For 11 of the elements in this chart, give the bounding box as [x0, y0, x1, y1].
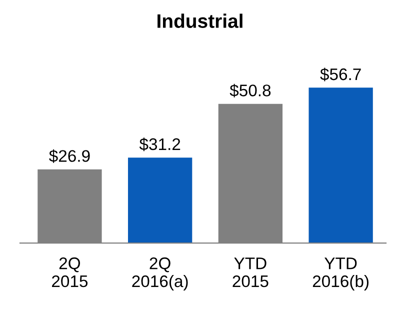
x-tick-label: 2Q 2016(a)	[132, 257, 188, 290]
data-label: $31.2	[139, 138, 180, 152]
x-tick-label: 2Q 2015	[52, 257, 88, 288]
x-tick-label: YTD 2015	[232, 258, 268, 288]
data-label: $50.8	[230, 84, 271, 98]
bar	[308, 88, 373, 244]
x-tick-label: YTD 2016(b)	[312, 258, 369, 290]
data-label: $56.7	[320, 68, 361, 82]
bar	[128, 158, 192, 244]
data-label: $26.9	[49, 149, 90, 163]
chart-title: Industrial	[158, 14, 242, 28]
